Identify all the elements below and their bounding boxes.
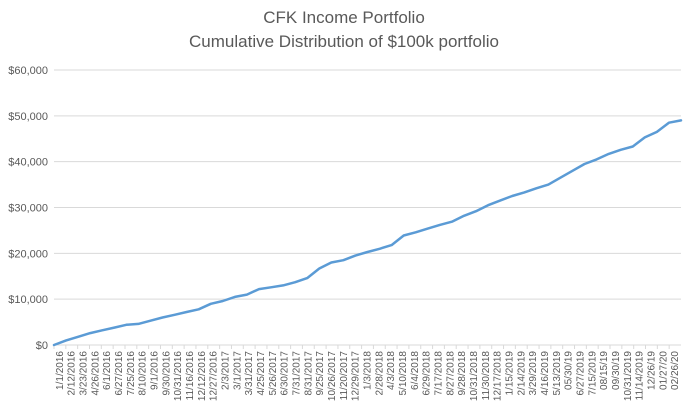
- x-tick-label: 10/31/2016: [173, 351, 184, 401]
- x-tick-label: 8/27/2018: [445, 351, 456, 396]
- x-tick-label: 7/17/2018: [433, 351, 444, 396]
- x-tick-label: 12/12/2016: [197, 351, 208, 401]
- y-tick-label: $0: [36, 340, 48, 352]
- x-tick-label: 02/26/20: [670, 351, 681, 390]
- x-tick-label: 5/10/2018: [398, 351, 409, 396]
- x-tick-label: 5/26/2017: [268, 351, 279, 396]
- y-tick-label: $60,000: [8, 65, 48, 77]
- x-tick-label: 9/30/2016: [161, 351, 172, 396]
- x-tick-label: 6/30/2017: [280, 351, 291, 396]
- x-tick-label: 6/27/2019: [575, 351, 586, 396]
- x-tick-label: 11/20/2017: [339, 351, 350, 401]
- x-tick-label: 2/14/2019: [516, 351, 527, 396]
- x-tick-label: 3/1/2017: [232, 351, 243, 390]
- x-tick-label: 8/10/2016: [138, 351, 149, 396]
- x-tick-label: 4/16/2019: [540, 351, 551, 396]
- x-tick-label: 3/29/2019: [528, 351, 539, 396]
- x-tick-label: 1/3/2018: [363, 351, 374, 390]
- x-tick-label: 6/4/2018: [410, 351, 421, 390]
- x-tick-label: 1/15/2019: [504, 351, 515, 396]
- x-tick-label: 12/17/2018: [493, 351, 504, 401]
- x-tick-label: 7/15/2019: [587, 351, 598, 396]
- x-tick-label: 11/30/2018: [481, 351, 492, 401]
- x-tick-label: 9/25/2017: [315, 351, 326, 396]
- x-tick-label: 5/13/2019: [552, 351, 563, 396]
- y-tick-label: $40,000: [8, 157, 48, 169]
- series-line: [52, 119, 683, 347]
- x-tick-label: 4/26/2016: [90, 351, 101, 396]
- x-tick-label: 2/12/2016: [67, 351, 78, 396]
- x-tick-label: 10/26/2017: [327, 351, 338, 401]
- y-tick-label: $30,000: [8, 203, 48, 215]
- x-tick-label: 4/3/2018: [386, 351, 397, 390]
- x-tick-label: 7/25/2016: [126, 351, 137, 396]
- x-tick-label: 9/1/2016: [150, 351, 161, 390]
- x-tick-label: 12/26/19: [646, 351, 657, 390]
- y-tick-label: $20,000: [8, 248, 48, 260]
- x-tick-label: 2/28/2018: [374, 351, 385, 396]
- x-tick-label: 1/1/2016: [55, 351, 66, 390]
- chart-subtitle: Cumulative Distribution of $100k portfol…: [189, 32, 499, 51]
- x-tick-label: 08/15/19: [599, 351, 610, 390]
- x-tick-label: 7/31/2017: [292, 351, 303, 396]
- x-tick-label: 4/25/2017: [256, 351, 267, 396]
- x-tick-label: 6/1/2016: [102, 351, 113, 390]
- y-tick-label: $10,000: [8, 294, 48, 306]
- x-tick-label: 8/31/2017: [303, 351, 314, 396]
- x-tick-label: 12/27/2016: [209, 351, 220, 401]
- x-tick-label: 6/29/2018: [422, 351, 433, 396]
- chart-title: CFK Income Portfolio: [263, 8, 425, 27]
- x-tick-label: 11/14/2019: [635, 351, 646, 401]
- x-tick-label: 12/29/2017: [351, 351, 362, 401]
- x-tick-label: 01/27/20: [658, 351, 669, 390]
- x-tick-label: 2/3/2017: [221, 351, 232, 390]
- x-tick-label: 6/27/2016: [114, 351, 125, 396]
- x-tick-label: 3/31/2017: [244, 351, 255, 396]
- x-tick-label: 11/16/2016: [185, 351, 196, 401]
- x-tick-label: 9/28/2018: [457, 351, 468, 396]
- x-tick-label: 09/30/19: [611, 351, 622, 390]
- x-tick-label: 3/23/2016: [79, 351, 90, 396]
- x-tick-label: 05/30/19: [564, 351, 575, 390]
- x-tick-label: 10/31/2019: [623, 351, 634, 401]
- x-tick-label: 10/31/2018: [469, 351, 480, 401]
- y-tick-label: $50,000: [8, 111, 48, 123]
